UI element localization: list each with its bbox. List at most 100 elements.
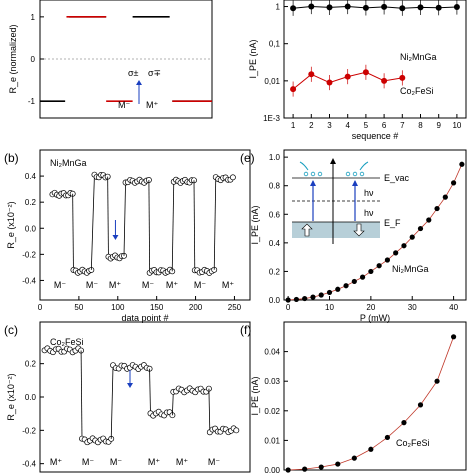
panel-e-inset-emission-right xyxy=(359,161,369,171)
panel-b-xtick-label: 200 xyxy=(189,303,203,312)
panel-f-point xyxy=(368,446,374,452)
panel-e-point xyxy=(409,234,415,240)
panel-f-point xyxy=(351,455,357,461)
panel-b-xtick-label: 50 xyxy=(74,303,83,312)
panel-e-inset-electron xyxy=(310,171,316,177)
panel-c-ytick-label: -0.2 xyxy=(22,426,36,435)
panel-e-point xyxy=(426,217,432,223)
panel-f-ytick-label: 0.03 xyxy=(264,377,280,386)
panel-e-inset-electron xyxy=(352,171,358,177)
panel-e-letter: (e) xyxy=(240,151,255,165)
panel-c-letter: (c) xyxy=(4,323,18,337)
panel-b-transition xyxy=(171,181,175,272)
panel-b-title: Ni₂MnGa xyxy=(50,158,87,168)
panel-d-legend-ni: Ni₂MnGa xyxy=(400,52,437,62)
panel-e-point xyxy=(285,297,291,303)
panel-e-ytick-label: 0.2 xyxy=(269,267,281,276)
panel-e-point xyxy=(376,263,382,269)
panel-a-m-minus: M⁻ xyxy=(118,100,130,110)
panel-b-transition xyxy=(72,193,74,270)
panel-e-inset-electron xyxy=(345,171,351,177)
panel-d-point xyxy=(453,4,460,11)
panel-d-xtick-label: 5 xyxy=(364,121,369,130)
panel-b-state-label: M⁻ xyxy=(142,280,154,290)
panel-c-state-label: M⁺ xyxy=(148,457,160,467)
panel-b-state-label: M⁺ xyxy=(222,280,234,290)
panel-c-point xyxy=(233,427,240,434)
panel-e-ylabel: I_PE (nA) xyxy=(250,205,260,244)
panel-f-letter: (f) xyxy=(240,323,251,337)
panel-e-point xyxy=(417,225,424,232)
panel-e-point xyxy=(326,289,333,296)
panel-c-transition xyxy=(110,365,114,439)
panel-b-xtick-label: 0 xyxy=(38,303,43,312)
panel-f-ytick-label: 0.00 xyxy=(264,466,280,474)
panel-f-ytick-label: 0.04 xyxy=(264,348,280,357)
panel-f-point xyxy=(417,402,424,408)
panel-c-ytick-label: 0.2 xyxy=(25,360,37,369)
panel-a-sigma-right: σ∓ xyxy=(148,68,161,78)
panel-d-xtick-label: 6 xyxy=(382,121,387,130)
panel-e-point xyxy=(351,278,357,285)
panel-e-inset-arrow-right xyxy=(352,180,358,186)
panel-e-inset-spin-down xyxy=(353,223,365,237)
panel-c-transition xyxy=(208,388,211,433)
panel-e-inset-electron xyxy=(317,171,323,177)
panel-e-xtick-label: 10 xyxy=(325,303,334,312)
panel-e-inset-hv-lower: hν xyxy=(364,208,374,218)
panel-f-point xyxy=(450,334,457,340)
panel-d-point xyxy=(381,77,388,84)
panel-d-point xyxy=(290,86,297,93)
panel-e-xtick-label: 40 xyxy=(449,303,458,312)
panel-b-arrow-head xyxy=(112,235,119,240)
panel-e-point xyxy=(310,294,316,300)
panel-c-ylabel: R_e (x10⁻²) xyxy=(6,373,16,420)
panel-d-point xyxy=(362,69,369,76)
panel-d-point xyxy=(344,3,351,10)
panel-e-material-label: Ni₂MnGa xyxy=(392,264,429,274)
panel-b-frame xyxy=(39,149,251,301)
panel-d-point xyxy=(399,5,406,12)
panel-c-transition xyxy=(80,350,83,439)
panel-e-inset-spin-up xyxy=(301,223,313,237)
panel-e-point xyxy=(384,257,391,263)
panel-e-inset-arrow-left xyxy=(310,180,316,186)
panel-d-legend-co: Co₂FeSi xyxy=(400,86,434,96)
panel-a-ylabel: R_e (normalized) xyxy=(8,24,18,93)
panel-e-ytick-label: 0.0 xyxy=(269,296,281,305)
panel-b-state-label: M⁻ xyxy=(54,280,66,290)
panel-e-point xyxy=(450,180,457,186)
panel-d-point xyxy=(417,4,424,11)
panel-e-xtick-label: 30 xyxy=(408,303,417,312)
panel-b-ytick-label: -0.4 xyxy=(22,276,36,285)
panel-a-ytick-label: 0 xyxy=(31,55,36,64)
panel-a-ytick-label: -1 xyxy=(28,97,36,106)
panel-d-xtick-label: 4 xyxy=(345,121,350,130)
panel-b-xtick-label: 150 xyxy=(150,303,164,312)
panel-e-point xyxy=(343,283,349,289)
panel-e-point xyxy=(335,286,341,292)
panel-d-point xyxy=(326,4,333,11)
panel-b-transition xyxy=(193,180,196,271)
panel-b-state-label: M⁺ xyxy=(166,280,178,290)
panel-d-xtick-label: 2 xyxy=(309,121,314,130)
panel-a-sigma-left: σ± xyxy=(128,68,139,78)
panel-e-xtick-label: 20 xyxy=(366,303,375,312)
panel-e-fit-curve xyxy=(288,164,463,301)
panel-e-ytick-label: 0.8 xyxy=(269,182,281,191)
panel-e-xtick-label: 0 xyxy=(286,303,291,312)
panel-b-ytick-label: 0.4 xyxy=(25,172,37,181)
panel-b-xlabel: data point # xyxy=(121,313,168,323)
panel-e-point xyxy=(318,292,324,298)
panel-b-ytick-label: 0.2 xyxy=(25,198,37,207)
panel-f-point xyxy=(302,466,308,472)
panel-e-ytick-label: 1.0 xyxy=(269,153,281,162)
panel-c-ytick-label: -0.4 xyxy=(22,460,36,469)
panel-d-point xyxy=(435,4,442,11)
panel-d-point xyxy=(399,74,406,81)
panel-b-transition xyxy=(213,177,217,270)
panel-f-point xyxy=(335,461,341,467)
panel-d-xtick-label: 10 xyxy=(452,121,461,130)
panel-e-point xyxy=(459,161,465,167)
